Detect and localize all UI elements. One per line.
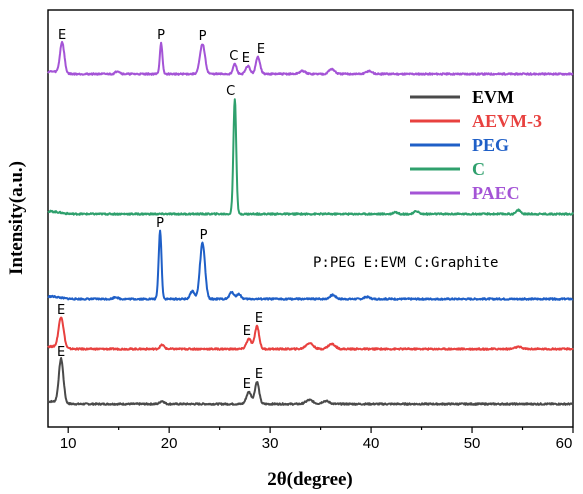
peak-label-paec: E <box>58 28 66 43</box>
peak-label-peg: P <box>200 228 208 243</box>
peak-label-aevm-3: E <box>255 311 263 326</box>
peak-label-paec: E <box>242 51 250 66</box>
peak-label-peg: P <box>156 216 164 231</box>
series-line-peg <box>47 229 574 301</box>
x-tick-label: 10 <box>60 435 77 452</box>
legend-label-paec: PAEC <box>472 183 520 203</box>
series-line-evm <box>47 357 574 406</box>
legend-label-peg: PEG <box>472 135 509 155</box>
peak-label-c: C <box>226 84 235 99</box>
peak-key-note: P:PEG E:EVM C:Graphite <box>313 255 498 271</box>
legend: EVM AEVM-3 PEG C PAEC <box>410 87 542 203</box>
peak-label-paec: P <box>157 28 165 43</box>
plot-frame <box>47 9 574 428</box>
legend-label-aevm-3: AEVM-3 <box>472 111 542 131</box>
series-line-c <box>47 98 574 216</box>
x-tick-label: 20 <box>161 435 178 452</box>
x-tick-label: 30 <box>262 435 279 452</box>
series-layer <box>47 40 574 406</box>
peak-label-paec: C <box>229 49 238 64</box>
peak-label-aevm-3: E <box>243 324 251 339</box>
peak-label-evm: E <box>243 377 251 392</box>
legend-label-c: C <box>472 159 485 179</box>
peak-label-aevm-3: E <box>57 303 65 318</box>
series-line-aevm-3 <box>47 316 574 351</box>
legend-label-evm: EVM <box>472 87 514 107</box>
y-axis-label: Intensity(a.u.) <box>6 161 27 275</box>
x-tick-label: 50 <box>464 435 481 452</box>
x-tick-label: 60 <box>556 435 573 452</box>
x-axis-label: 2θ(degree) <box>267 469 353 490</box>
peak-label-evm: E <box>57 345 65 360</box>
peak-label-paec: P <box>199 29 207 44</box>
peak-label-evm: E <box>255 367 263 382</box>
peak-label-paec: E <box>257 42 265 57</box>
x-axis-ticks: 10 20 30 40 50 60 <box>60 427 574 452</box>
x-tick-label: 40 <box>363 435 380 452</box>
series-line-paec <box>47 40 574 76</box>
